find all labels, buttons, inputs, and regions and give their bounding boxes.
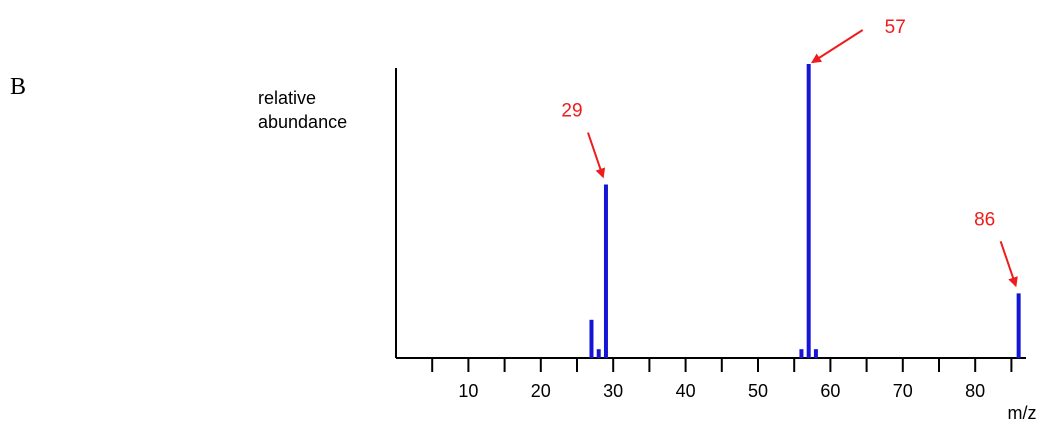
panel-label: B (10, 74, 27, 100)
x-tick-label: 80 (965, 381, 985, 401)
callout-label: 86 (974, 209, 995, 230)
chart-callouts: 29 57 86 (561, 17, 1018, 288)
chart-bars (589, 64, 1021, 358)
x-tick-label: 40 (676, 381, 696, 401)
callout-arrow (587, 132, 606, 179)
y-axis-label: relative (258, 88, 316, 108)
callout-label: 29 (561, 101, 582, 122)
y-axis-label: abundance (258, 112, 347, 132)
x-tick-label: 10 (458, 381, 478, 401)
x-tick-label: 60 (820, 381, 840, 401)
x-axis-label: m/z (1008, 403, 1037, 423)
x-tick-label: 70 (893, 381, 913, 401)
callout-arrow (810, 29, 864, 64)
callout-label: 57 (885, 17, 906, 38)
x-tick-label: 20 (531, 381, 551, 401)
x-tick-label: 30 (603, 381, 623, 401)
chart-axes: 10 20 30 40 50 60 70 80 relative abundance m/z (258, 68, 1037, 423)
x-tick-label: 50 (748, 381, 768, 401)
callout-arrow (999, 240, 1018, 288)
